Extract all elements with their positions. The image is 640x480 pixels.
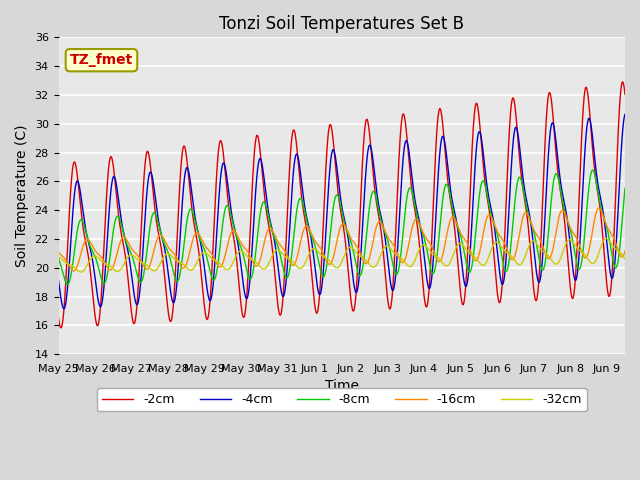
Line: -4cm: -4cm xyxy=(58,114,625,309)
-8cm xyxy=(64,282,72,288)
-16cm xyxy=(510,255,518,261)
-32cm xyxy=(605,237,612,243)
-8cm xyxy=(621,185,629,191)
-4cm xyxy=(100,288,108,294)
-8cm xyxy=(100,280,108,286)
-32cm xyxy=(529,238,536,244)
-2cm xyxy=(100,253,108,259)
-8cm xyxy=(510,210,518,216)
-4cm xyxy=(621,111,629,117)
-8cm xyxy=(529,225,536,230)
-16cm xyxy=(621,248,629,254)
-32cm xyxy=(54,254,62,260)
-4cm xyxy=(268,225,276,230)
-16cm xyxy=(54,249,62,255)
-32cm xyxy=(602,236,610,241)
-2cm xyxy=(604,291,612,297)
-2cm xyxy=(619,79,627,85)
-8cm xyxy=(268,227,276,233)
Line: -16cm: -16cm xyxy=(58,208,625,271)
Line: -32cm: -32cm xyxy=(58,239,625,272)
X-axis label: Time: Time xyxy=(324,379,359,394)
-32cm xyxy=(77,269,84,275)
-2cm xyxy=(54,315,62,321)
-32cm xyxy=(112,268,120,274)
-16cm xyxy=(595,205,603,211)
-4cm xyxy=(112,178,120,183)
-2cm xyxy=(268,241,276,247)
Line: -8cm: -8cm xyxy=(58,170,625,285)
-16cm xyxy=(529,224,536,229)
Text: TZ_fmet: TZ_fmet xyxy=(70,53,133,67)
-2cm xyxy=(57,325,65,331)
Legend: -2cm, -4cm, -8cm, -16cm, -32cm: -2cm, -4cm, -8cm, -16cm, -32cm xyxy=(97,388,587,411)
-4cm xyxy=(510,132,518,138)
Y-axis label: Soil Temperature (C): Soil Temperature (C) xyxy=(15,124,29,267)
-8cm xyxy=(54,256,62,262)
-8cm xyxy=(605,232,612,238)
-2cm xyxy=(510,96,518,102)
-16cm xyxy=(112,256,120,262)
-8cm xyxy=(112,216,120,222)
Title: Tonzi Soil Temperatures Set B: Tonzi Soil Temperatures Set B xyxy=(220,15,464,33)
-32cm xyxy=(268,254,276,260)
-4cm xyxy=(54,278,62,284)
-2cm xyxy=(529,273,536,279)
-16cm xyxy=(70,268,77,274)
-16cm xyxy=(605,227,612,232)
-32cm xyxy=(100,260,108,265)
-32cm xyxy=(621,256,629,262)
-16cm xyxy=(100,257,108,263)
-4cm xyxy=(604,253,612,259)
-4cm xyxy=(60,306,68,312)
-8cm xyxy=(589,167,596,173)
-2cm xyxy=(621,92,629,97)
Line: -2cm: -2cm xyxy=(58,82,625,328)
-4cm xyxy=(529,233,536,239)
-2cm xyxy=(112,184,120,190)
-32cm xyxy=(510,256,518,262)
-16cm xyxy=(268,227,276,232)
